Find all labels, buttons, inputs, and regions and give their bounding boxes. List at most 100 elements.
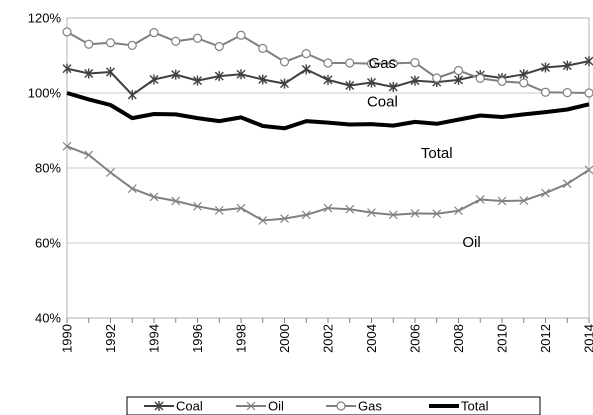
data-point-oil [367, 208, 376, 218]
data-point-oil [541, 188, 550, 198]
x-tick-label: 1996 [190, 324, 205, 353]
series-line-oil [66, 145, 590, 222]
data-point-coal [584, 56, 593, 67]
data-point-coal [323, 74, 333, 85]
data-point-oil [84, 150, 94, 160]
data-point-gas [453, 65, 464, 76]
data-point-gas [84, 39, 94, 49]
annotation-gas: Gas [369, 55, 397, 72]
data-point-oil [193, 201, 202, 211]
x-tick-label: 2014 [582, 324, 593, 353]
data-point-coal [84, 68, 94, 79]
data-point-oil [562, 179, 572, 189]
x-tick-label: 2008 [451, 324, 466, 353]
data-point-gas [62, 27, 72, 37]
data-point-gas [497, 76, 507, 86]
data-point-coal [62, 63, 72, 74]
data-point-coal [214, 71, 224, 82]
x-axis-ticks [66, 318, 590, 323]
data-point-gas [366, 59, 377, 69]
data-point-oil [171, 196, 181, 206]
data-point-oil [497, 196, 507, 206]
data-point-gas [279, 57, 290, 67]
series-annotations: Gas Coal Total Oil [367, 55, 481, 251]
data-point-oil [258, 216, 268, 225]
x-tick-label: 1998 [234, 324, 249, 353]
data-point-gas [105, 38, 116, 48]
data-point-oil [432, 209, 442, 219]
legend-marker-oil [246, 401, 256, 411]
data-point-coal [127, 89, 137, 100]
data-point-coal [280, 78, 289, 89]
data-point-coal [454, 74, 463, 85]
legend-marker-coal [154, 401, 164, 411]
y-tick-label: 100% [28, 86, 62, 101]
data-point-oil [584, 165, 593, 175]
x-tick-label: 1990 [60, 324, 75, 353]
data-point-coal [519, 69, 529, 80]
data-point-gas [323, 58, 333, 68]
data-point-oil [454, 206, 463, 216]
data-point-gas [388, 58, 398, 68]
data-point-oil [236, 203, 246, 213]
x-tick-label: 1994 [147, 324, 162, 353]
data-point-coal [541, 62, 550, 73]
data-point-gas [540, 87, 551, 97]
data-point-gas [519, 78, 529, 88]
data-point-gas [171, 36, 181, 46]
series-group [62, 27, 593, 225]
data-point-coal [562, 60, 572, 71]
x-axis-tick-labels: 1990 1992 1994 1996 1998 2000 2002 2004 2006 2008… [60, 324, 593, 353]
data-point-coal [171, 69, 181, 80]
data-point-coal [149, 74, 159, 85]
x-tick-label: 1992 [103, 324, 118, 353]
data-point-gas [301, 49, 311, 59]
series-line-total [66, 91, 590, 131]
annotation-oil: Oil [462, 234, 480, 251]
data-point-oil [388, 210, 398, 220]
data-point-gas [475, 73, 485, 83]
data-point-oil [345, 204, 355, 214]
x-tick-label: 2012 [538, 324, 553, 353]
data-point-gas [584, 88, 593, 98]
x-tick-label: 2000 [277, 324, 292, 353]
y-tick-label: 60% [35, 236, 61, 251]
annotation-total: Total [421, 145, 453, 162]
legend-label-total: Total [461, 399, 489, 414]
data-point-oil [323, 203, 333, 213]
data-point-coal [236, 69, 246, 80]
y-tick-label: 40% [35, 311, 61, 326]
data-point-coal [301, 64, 311, 75]
x-tick-label: 2004 [364, 324, 379, 353]
data-point-oil [149, 192, 159, 202]
y-tick-label: 80% [35, 161, 61, 176]
gridlines [67, 92, 589, 244]
data-point-gas [258, 43, 268, 53]
data-point-coal [106, 67, 115, 77]
x-tick-label: 2010 [495, 324, 510, 353]
data-point-coal [258, 74, 268, 85]
legend: Coal Oil Gas Total [126, 396, 541, 415]
data-point-oil [301, 210, 311, 220]
data-point-oil [280, 214, 289, 224]
data-point-gas [214, 41, 224, 52]
data-point-gas [192, 33, 203, 43]
data-point-gas [149, 28, 159, 38]
data-point-oil [214, 205, 224, 215]
data-point-coal [410, 75, 420, 86]
x-tick-label: 2006 [408, 324, 423, 353]
legend-label-gas: Gas [358, 399, 382, 414]
data-point-gas [345, 58, 355, 68]
data-point-oil [519, 196, 529, 206]
data-point-gas [562, 88, 572, 98]
data-point-oil [127, 184, 137, 194]
data-point-gas [127, 40, 137, 50]
annotation-coal: Coal [367, 93, 398, 110]
data-point-oil [106, 168, 115, 177]
x-tick-label: 2002 [321, 324, 336, 353]
data-point-gas [410, 58, 420, 68]
data-point-coal [345, 80, 355, 91]
legend-label-oil: Oil [268, 399, 284, 414]
data-point-oil [410, 208, 420, 218]
